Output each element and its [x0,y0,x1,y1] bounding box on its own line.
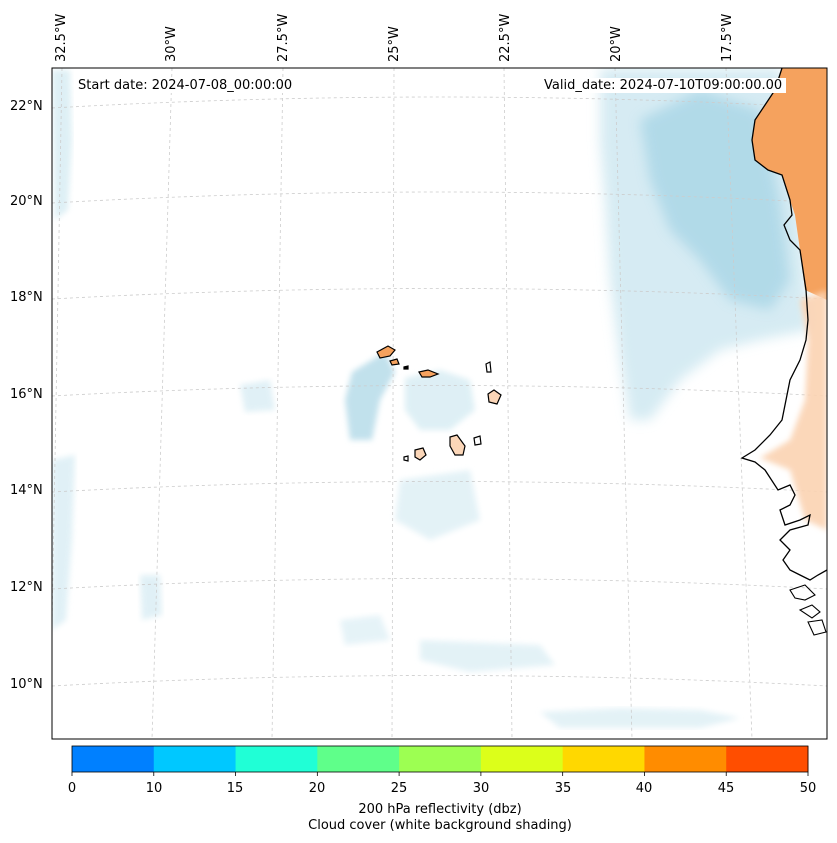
colorbar-segment [644,746,727,772]
island-maio [473,435,482,446]
colorbar-tick-label: 15 [226,781,244,796]
colorbar-frame [71,745,809,773]
lon-label-32-5w: 32.5°W [54,13,69,62]
colorbar-tick-label: 35 [554,781,572,796]
lon-label-30w: 30°W [164,26,179,62]
gridline-lat [52,288,827,300]
gridline-lon [503,68,513,739]
lon-label-27-5w: 27.5°W [276,13,291,62]
colorbar-segment [317,746,400,772]
colorbar-segment [562,746,645,772]
cloud-streak-center [345,352,395,440]
cloud-band-bottom [540,708,740,728]
colorbar-tick-label: 40 [635,781,653,796]
coast-detail-1 [789,584,816,601]
gridline-lon [725,68,753,739]
colorbar-tick-label: 0 [67,781,77,796]
lon-label-22-5w: 22.5°W [498,13,513,62]
colorbar-segment [153,746,237,772]
colorbar-segment [399,746,482,772]
lat-label-10n: 10°N [10,677,43,692]
colorbar-tick-label: 50 [799,781,817,796]
colorbar-tick-label: 25 [390,781,408,796]
colorbar-label-line1: 200 hPa reflectivity (dbz) [358,802,522,817]
valid-date-annotation: Valid_date: 2024-07-10T09:00:00.00 [540,78,787,93]
colorbar-segment [480,746,564,772]
colorbar-segment [72,746,155,772]
colorbar-segment [726,746,809,772]
colorbar-segment [235,746,318,772]
gridline-lat [52,481,827,493]
coast-detail-2 [798,604,821,619]
island-sao-vicente [389,358,400,366]
gridline-lat [52,578,827,590]
map-frame [51,67,828,740]
colorbar-tick-label: 45 [717,781,735,796]
lat-label-16n: 16°N [10,387,43,402]
lon-label-25w: 25°W [387,26,402,62]
gridline-lon [271,68,284,739]
colorbar-tick-label: 30 [472,781,490,796]
lat-label-12n: 12°N [10,580,43,595]
start-date-annotation: Start date: 2024-07-08_00:00:00 [74,78,297,93]
colorbar-tick-label: 10 [145,781,163,796]
gridline-lon [614,68,633,739]
island-sal [485,361,492,373]
cloud-patch-4 [340,615,390,645]
lat-label-18n: 18°N [10,290,43,305]
coast-detail-3 [807,619,827,636]
gridline-lat [52,675,827,687]
cloud-patch-1 [140,575,162,620]
land-shading [752,68,827,530]
island-santo-antao [376,345,396,359]
lon-label-17-5w: 17.5°W [720,13,735,62]
island-boa-vista [487,389,502,405]
lat-label-14n: 14°N [10,483,43,498]
cloud-patch-3 [395,470,480,540]
gridline-lat [52,191,827,204]
gridline-lon [151,68,173,739]
cloud-west-low [52,455,75,630]
map-gridlines [52,68,827,739]
africa-coastline [740,68,827,581]
colorbar [71,745,809,776]
gridline-lat [52,385,827,397]
cloud-band-south [420,640,555,672]
colorbar-tick-label: 20 [308,781,326,796]
cloud-streak-center-2 [405,370,475,430]
gridline-lon [391,68,395,739]
cloud-patch-2 [240,380,275,412]
island-santiago [449,434,466,456]
cabo-verde-islands [376,345,502,462]
island-brava [403,455,409,462]
lon-label-20w: 20°W [609,26,624,62]
gridline-lat [52,96,827,109]
colorbar-label-line2: Cloud cover (white background shading) [308,818,572,833]
lat-label-22n: 22°N [10,99,43,114]
land-orange-region [752,68,827,300]
island-fogo [414,447,427,461]
lat-label-20n: 20°N [10,194,43,209]
island-sao-nicolau [418,369,440,378]
land-peach-region [760,290,827,530]
island-santa-luzia [403,365,409,370]
